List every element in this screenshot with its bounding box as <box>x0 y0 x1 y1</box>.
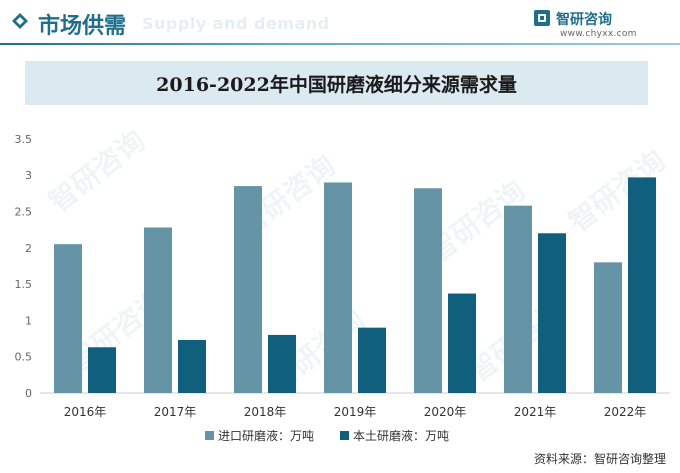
legend-label-domestic: 本土研磨液：万吨 <box>353 428 449 443</box>
brand-logo-icon <box>534 10 550 26</box>
y-tick-label: 0 <box>25 387 32 400</box>
header-divider <box>0 43 680 45</box>
x-tick-label: 2018年 <box>244 405 287 419</box>
y-tick-label: 2.5 <box>15 206 33 219</box>
x-tick-label: 2019年 <box>334 405 377 419</box>
brand: 智研咨询 www.chyxx.com <box>526 8 666 40</box>
bar-domestic <box>538 233 566 393</box>
x-tick-label: 2016年 <box>64 405 107 419</box>
bar-domestic <box>178 340 206 393</box>
bar-import <box>594 262 622 393</box>
legend-swatch-domestic <box>340 431 349 440</box>
y-tick-label: 0.5 <box>15 351 33 364</box>
diamond-icon <box>12 13 28 29</box>
header-title: 市场供需 <box>38 13 127 39</box>
y-tick-label: 3 <box>25 169 32 182</box>
chart-title-box: 2016-2022年中国研磨液细分来源需求量 <box>25 61 648 105</box>
bar-import <box>324 182 352 393</box>
y-tick-label: 2 <box>25 242 32 255</box>
bar-import <box>504 205 532 393</box>
chart-title: 2016-2022年中国研磨液细分来源需求量 <box>156 73 517 96</box>
y-tick-label: 3.5 <box>15 133 33 146</box>
x-tick-label: 2022年 <box>604 405 647 419</box>
source-note: 资料来源：智研咨询整理 <box>533 452 666 466</box>
y-tick-label: 1 <box>25 314 32 327</box>
x-tick-label: 2021年 <box>514 405 557 419</box>
bar-import <box>234 186 262 393</box>
brand-name: 智研咨询 <box>556 12 612 28</box>
bar-import <box>144 227 172 393</box>
bar-domestic <box>628 177 656 393</box>
y-tick-label: 1.5 <box>15 278 33 291</box>
bar-domestic <box>358 327 386 393</box>
legend-label-import: 进口研磨液：万吨 <box>218 428 314 443</box>
x-tick-label: 2017年 <box>154 405 197 419</box>
bar-domestic <box>268 334 296 393</box>
bar-import <box>414 188 442 393</box>
bar-domestic <box>448 293 476 393</box>
legend-swatch-import <box>205 431 214 440</box>
bar-domestic <box>88 347 116 393</box>
header-subtitle: Supply and demand <box>142 14 330 33</box>
brand-url: www.chyxx.com <box>560 29 637 39</box>
section-header: Supply and demand 市场供需 智研咨询 www.chyxx.co… <box>0 0 680 45</box>
bar-import <box>54 244 82 393</box>
x-tick-label: 2020年 <box>424 405 467 419</box>
